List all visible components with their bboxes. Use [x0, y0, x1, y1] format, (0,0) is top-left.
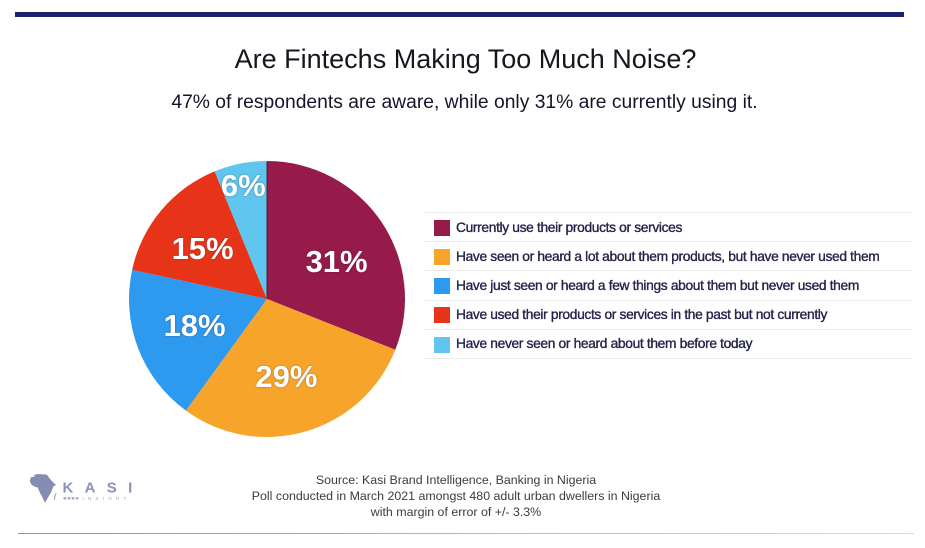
svg-text:INSIGHT: INSIGHT — [83, 496, 131, 501]
svg-text:KASI: KASI — [63, 479, 144, 496]
